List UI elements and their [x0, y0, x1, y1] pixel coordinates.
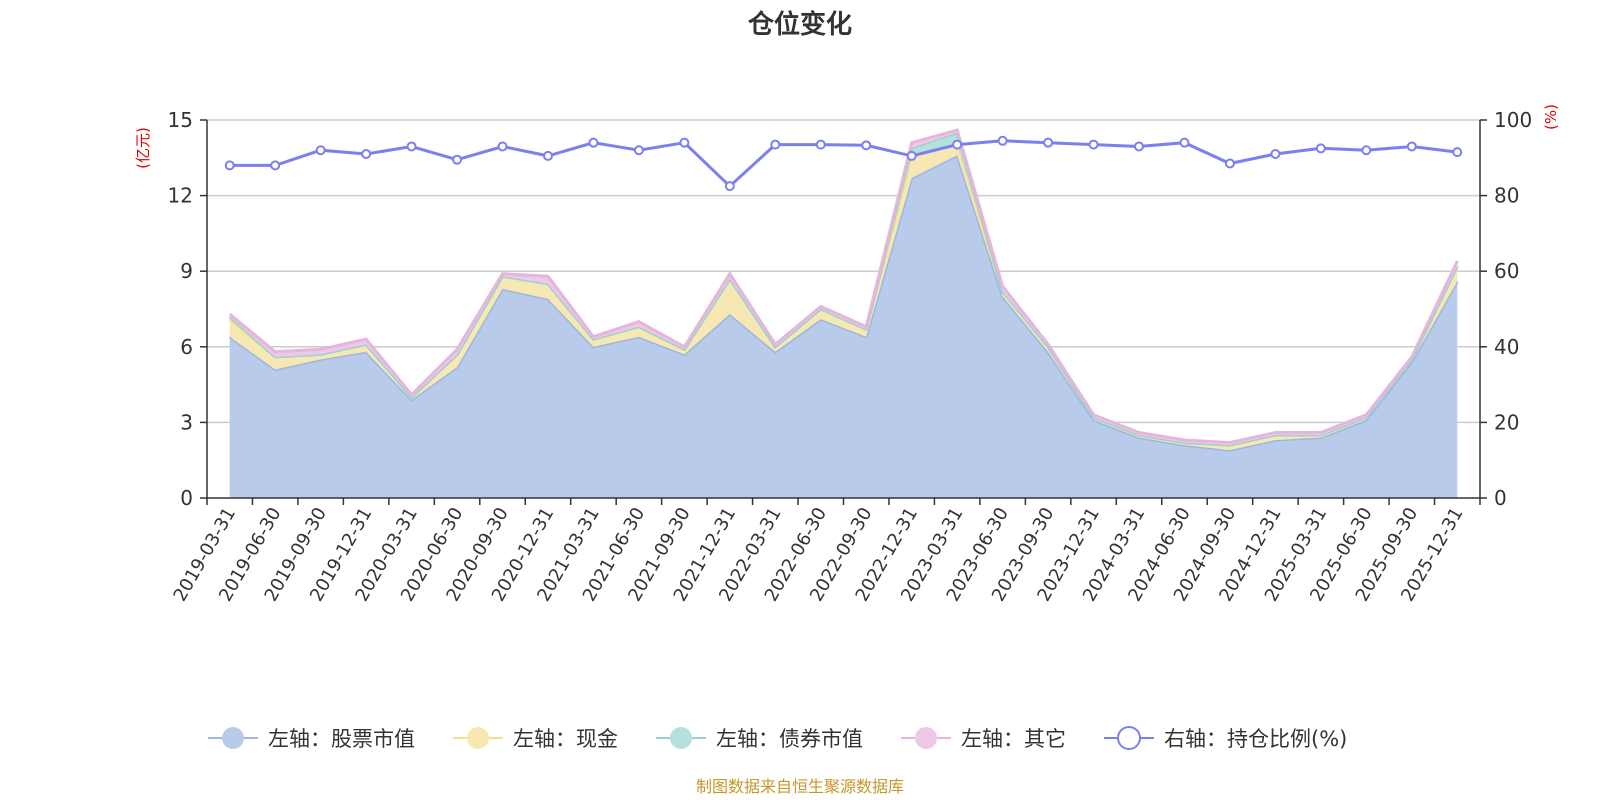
ratio-point[interactable]	[1270, 149, 1281, 160]
legend-marker	[915, 727, 937, 749]
ratio-point[interactable]	[224, 160, 235, 171]
left-axis-tick-label: 9	[180, 259, 193, 283]
legend-label: 左轴：股票市值	[268, 727, 415, 751]
stacked-areas	[228, 128, 1459, 499]
ratio-point[interactable]	[1452, 147, 1463, 158]
ratio-point[interactable]	[1224, 158, 1235, 169]
ratio-point[interactable]	[997, 135, 1008, 146]
ratio-point[interactable]	[1043, 137, 1054, 148]
legend-item[interactable]: 左轴：现金	[453, 727, 618, 751]
right-axis-tick-label: 20	[1494, 410, 1519, 434]
ratio-point[interactable]	[679, 137, 690, 148]
legend-label: 右轴：持仓比例(%)	[1164, 727, 1347, 751]
legend-item[interactable]: 左轴：债券市值	[656, 727, 863, 751]
ratio-point[interactable]	[1361, 145, 1372, 156]
legend-marker	[670, 727, 692, 749]
ratio-point[interactable]	[724, 181, 735, 192]
ratio-point[interactable]	[861, 140, 872, 151]
legend-label: 左轴：其它	[961, 727, 1066, 751]
legend-item[interactable]: 右轴：持仓比例(%)	[1104, 726, 1347, 751]
right-axis-tick-label: 40	[1494, 335, 1519, 359]
ratio-point[interactable]	[452, 154, 463, 165]
left-axis-tick-label: 0	[180, 486, 193, 510]
ratio-point[interactable]	[815, 139, 826, 150]
left-axis-tick-label: 12	[168, 184, 193, 208]
left-axis-unit: (亿元)	[134, 127, 152, 169]
legend-marker	[222, 727, 244, 749]
area-series-line	[228, 128, 1459, 445]
ratio-point[interactable]	[1406, 141, 1417, 152]
legend-label: 左轴：债券市值	[716, 727, 863, 751]
left-axis-tick-label: 6	[180, 335, 193, 359]
ratio-point[interactable]	[406, 141, 417, 152]
right-axis-tick-label: 60	[1494, 259, 1519, 283]
ratio-point[interactable]	[588, 137, 599, 148]
left-axis-tick-label: 3	[180, 410, 193, 434]
legend-item[interactable]: 左轴：股票市值	[208, 727, 415, 751]
ratio-point[interactable]	[1179, 137, 1190, 148]
ratio-point[interactable]	[542, 150, 553, 161]
grid-lines	[207, 119, 1480, 424]
area-fill	[229, 155, 1458, 499]
holding-ratio-series	[224, 135, 1463, 192]
legend: 左轴：股票市值 左轴：现金 左轴：债券市值 左轴：其它 右轴：持仓比例(%)	[208, 726, 1347, 751]
legend-label: 左轴：现金	[513, 727, 618, 751]
ratio-point[interactable]	[497, 141, 508, 152]
data-source-note: 制图数据来自恒生聚源数据库	[696, 777, 904, 796]
ratio-point[interactable]	[952, 139, 963, 150]
chart-title: 仓位变化	[747, 9, 852, 40]
right-axis-tick-label: 0	[1494, 486, 1507, 510]
right-axis-tick-label: 80	[1494, 184, 1519, 208]
ratio-point[interactable]	[1134, 141, 1145, 152]
ratio-point[interactable]	[315, 145, 326, 156]
ratio-point[interactable]	[906, 150, 917, 161]
legend-marker	[1117, 726, 1141, 750]
right-axis-unit: (%)	[1542, 104, 1560, 130]
ratio-series-line	[229, 139, 1458, 189]
right-axis-tick-label: 100	[1494, 108, 1532, 132]
ratio-point[interactable]	[633, 145, 644, 156]
ratio-point[interactable]	[1315, 143, 1326, 154]
ratio-point[interactable]	[770, 139, 781, 150]
legend-item[interactable]: 左轴：其它	[901, 727, 1066, 751]
legend-marker	[467, 727, 489, 749]
ratio-point[interactable]	[1088, 139, 1099, 150]
ratio-point[interactable]	[270, 160, 281, 171]
ratio-point[interactable]	[361, 149, 372, 160]
left-axis-tick-label: 15	[168, 108, 193, 132]
